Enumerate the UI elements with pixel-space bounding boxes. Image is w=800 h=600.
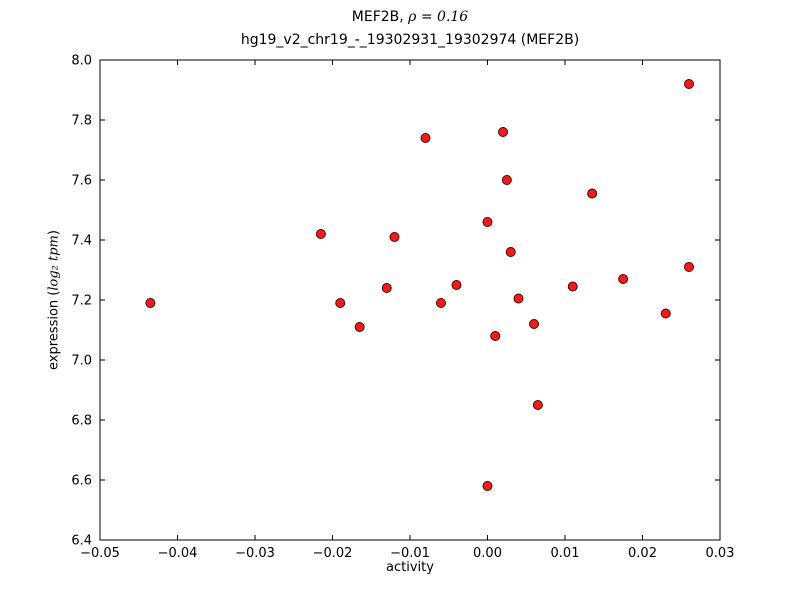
y-axis-label-math: log₂ tpm xyxy=(46,235,62,291)
data-point xyxy=(482,217,493,227)
data-point xyxy=(490,331,501,341)
data-point xyxy=(567,281,578,292)
chart-subtitle: hg19_v2_chr19_-_19302931_19302974 (MEF2B… xyxy=(240,32,580,48)
data-point xyxy=(315,229,326,239)
data-point xyxy=(684,79,694,89)
y-axis-label-prefix: expression ( xyxy=(46,290,62,370)
chart-title: MEF2B, ρ = 0.16 xyxy=(100,6,720,29)
y-tick-label: 7.0 xyxy=(71,354,92,369)
y-tick-label: 7.8 xyxy=(71,114,92,129)
data-point xyxy=(532,400,543,410)
y-tick-label: 6.6 xyxy=(71,474,92,489)
data-point xyxy=(618,274,629,284)
x-tick-label: 0.02 xyxy=(628,546,657,561)
y-axis-label-suffix: ) xyxy=(46,230,62,236)
data-point xyxy=(505,247,516,257)
data-point xyxy=(684,262,694,272)
y-tick-label: 6.8 xyxy=(71,414,92,429)
x-tick-label: 0.00 xyxy=(473,546,502,561)
title-gene: MEF2B, xyxy=(351,9,409,25)
y-tick-label: 7.6 xyxy=(71,174,92,189)
data-point xyxy=(354,322,365,332)
data-point xyxy=(498,127,508,137)
x-tick-label: −0.05 xyxy=(80,546,120,561)
y-tick-label: 7.2 xyxy=(71,294,92,309)
data-point xyxy=(420,133,431,143)
data-point xyxy=(335,298,346,308)
x-tick-label: −0.03 xyxy=(235,546,275,561)
y-tick-label: 8.0 xyxy=(71,54,92,69)
data-point xyxy=(587,188,598,199)
data-point xyxy=(529,319,539,329)
plot-frame xyxy=(99,59,721,541)
y-tick-label: 7.4 xyxy=(71,234,92,249)
data-point xyxy=(145,298,156,308)
data-point xyxy=(513,293,524,304)
data-point xyxy=(389,232,400,242)
x-tick-label: −0.01 xyxy=(390,546,430,561)
title-rho: ρ = 0.16 xyxy=(408,9,469,25)
data-point xyxy=(436,298,446,308)
data-point xyxy=(660,308,671,319)
x-axis-label: activity xyxy=(386,560,434,575)
data-point xyxy=(482,481,493,491)
y-axis-label: expression (log₂ tpm) xyxy=(47,230,62,370)
data-point xyxy=(451,280,462,290)
y-tick-label: 6.4 xyxy=(71,534,92,549)
data-point xyxy=(501,175,512,185)
x-tick-label: 0.03 xyxy=(706,546,735,561)
x-tick-label: −0.02 xyxy=(313,546,353,561)
data-point xyxy=(381,283,392,293)
x-tick-label: −0.04 xyxy=(158,546,198,561)
chart-title-block: MEF2B, ρ = 0.16 hg19_v2_chr19_-_19302931… xyxy=(100,6,720,52)
x-tick-label: 0.01 xyxy=(551,546,580,561)
